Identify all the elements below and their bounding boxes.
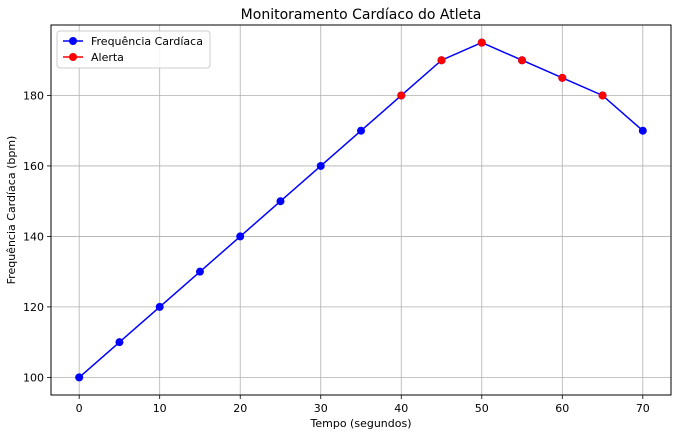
heart-rate-point <box>276 197 285 206</box>
x-tick-label: 10 <box>153 402 167 415</box>
heart-rate-point <box>357 126 365 135</box>
x-tick-label: 30 <box>314 402 328 415</box>
alert-point <box>558 73 567 82</box>
x-tick-label: 40 <box>394 402 408 415</box>
heart-rate-point <box>638 126 647 135</box>
heart-rate-point <box>236 232 245 241</box>
series-layer <box>75 38 647 382</box>
legend-marker-heart-rate <box>69 37 77 45</box>
grid <box>51 25 671 395</box>
y-tick-label: 100 <box>23 371 44 384</box>
legend-marker-alert <box>69 53 77 61</box>
legend: Frequência Cardíaca Alerta <box>56 30 211 69</box>
heart-rate-point <box>75 373 84 382</box>
alert-point <box>598 91 607 100</box>
chart-title: Monitoramento Cardíaco do Atleta <box>241 7 482 23</box>
x-tick-label: 0 <box>76 402 83 415</box>
plot-frame <box>50 24 672 396</box>
y-tick-label: 140 <box>23 230 44 243</box>
legend-box <box>56 30 211 69</box>
y-axis-label: Frequência Cardíaca (bpm) <box>5 136 18 285</box>
alert-point <box>397 91 406 100</box>
ticks: 0 10 20 30 40 50 60 70 100 120 140 160 180 <box>23 89 650 415</box>
legend-label-heart-rate: Frequência Cardíaca <box>91 35 203 48</box>
heart-rate-point <box>115 338 124 347</box>
x-tick-label: 70 <box>636 402 650 415</box>
x-axis-label: Tempo (segundos) <box>310 417 412 430</box>
alert-point <box>437 56 446 65</box>
alert-point <box>518 56 527 65</box>
x-tick-label: 20 <box>233 402 247 415</box>
y-tick-label: 180 <box>23 89 44 102</box>
legend-label-alert: Alerta <box>91 51 124 64</box>
x-tick-label: 50 <box>475 402 489 415</box>
y-tick-label: 160 <box>23 160 44 173</box>
x-tick-label: 60 <box>555 402 569 415</box>
heart-rate-point <box>195 267 204 276</box>
alert-point <box>477 38 486 47</box>
heart-rate-line <box>78 41 644 378</box>
heart-rate-point <box>155 302 164 311</box>
y-tick-label: 120 <box>23 301 44 314</box>
heart-rate-point <box>316 161 325 170</box>
